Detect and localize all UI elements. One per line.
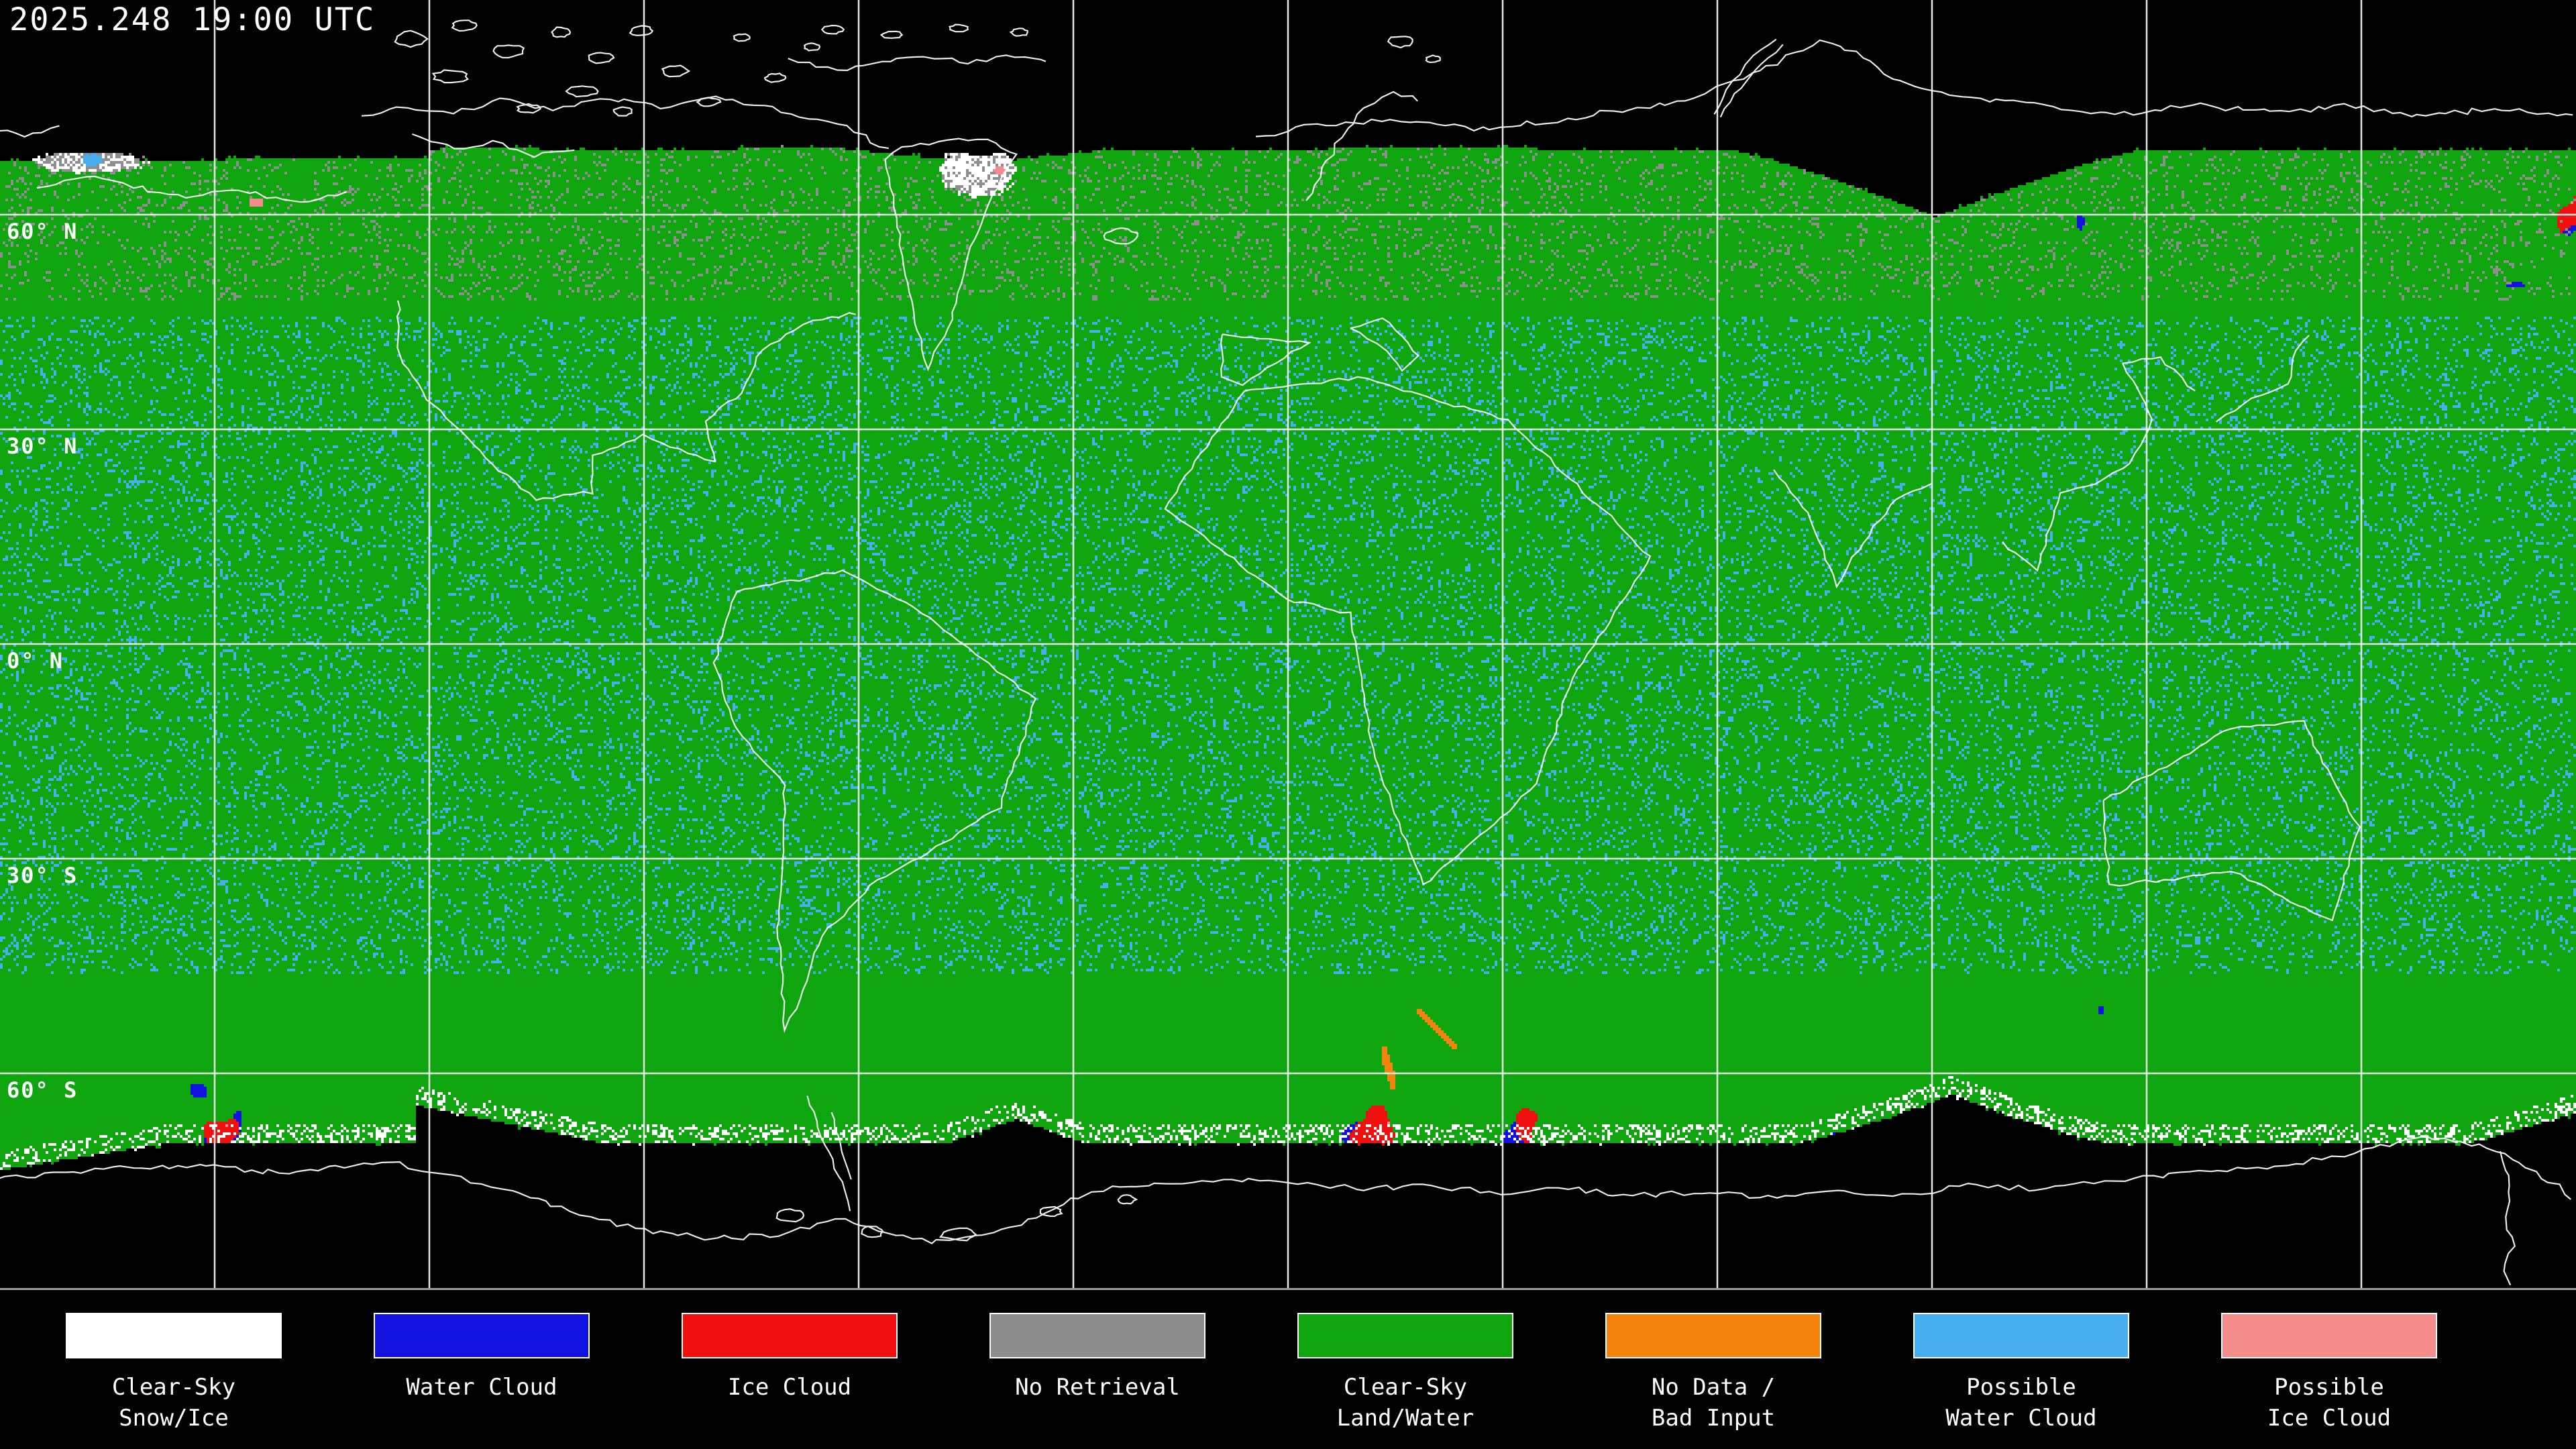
lat-label: 60° S	[7, 1077, 78, 1103]
legend-item-clear-sky-snow-ice: Clear-Sky Snow/Ice	[66, 1313, 282, 1447]
lat-label: 30° N	[7, 433, 78, 459]
coastline-path	[661, 64, 691, 78]
coastline-path	[712, 569, 1037, 1033]
coastline-path	[361, 95, 889, 150]
coastline-path	[1387, 36, 1413, 49]
legend-item-clear-sky-land-water: Clear-Sky Land/Water	[1297, 1313, 1513, 1447]
coastline-path	[788, 54, 1046, 72]
coastline-path	[1350, 317, 1419, 372]
coastline-path	[1773, 469, 1933, 589]
legend-label: No Data / Bad Input	[1651, 1374, 1776, 1432]
coastline-path	[451, 19, 478, 32]
legend-swatch	[989, 1313, 1205, 1358]
lat-label: 0° N	[7, 648, 64, 674]
coastline-path	[492, 44, 525, 59]
legend-item-ice-cloud: Ice Cloud	[682, 1313, 898, 1447]
coastline-path	[2215, 335, 2310, 423]
coastline-path	[861, 1225, 884, 1238]
coastline-path	[763, 72, 787, 83]
coastlines	[0, 19, 2573, 1286]
coastline-path	[2102, 720, 2361, 922]
coastline-path	[1255, 39, 2573, 138]
coastline-path	[0, 125, 60, 138]
coastline-path	[2002, 356, 2196, 572]
coastline-path	[696, 97, 722, 107]
coastline-path	[1220, 333, 1311, 386]
coastline-path	[1425, 54, 1442, 64]
coastline-path	[516, 103, 541, 114]
legend-swatch	[2221, 1313, 2437, 1358]
timestamp: 2025.248 19:00 UTC	[9, 1, 376, 38]
coastline-path	[820, 24, 845, 35]
coastline-path	[612, 106, 633, 117]
coastline-path	[1103, 227, 1138, 245]
coastline-path	[938, 1227, 977, 1242]
legend-label: Water Cloud	[406, 1374, 557, 1401]
coastline-path	[879, 30, 904, 39]
coastline-path	[551, 26, 572, 38]
coastline-path	[565, 85, 599, 98]
coastline-path	[431, 69, 469, 84]
coastline-path	[775, 1208, 805, 1223]
coastline-path	[949, 23, 969, 33]
coastline-path	[1713, 38, 1777, 115]
coastline-path	[806, 1095, 851, 1212]
coastline-path	[1719, 44, 1784, 118]
legend-swatch	[1605, 1313, 1821, 1358]
legend-item-water-cloud: Water Cloud	[374, 1313, 590, 1447]
legend-label: Possible Water Cloud	[1945, 1374, 2097, 1432]
lat-label: 30° S	[7, 863, 78, 888]
legend-label: Clear-Sky Land/Water	[1336, 1374, 1474, 1432]
coastline-path	[733, 33, 751, 42]
legend: Clear-Sky Snow/Ice Water Cloud Ice Cloud No…	[0, 1290, 2576, 1447]
coastline-path	[1117, 1194, 1138, 1205]
legend-label: Ice Cloud	[727, 1374, 852, 1401]
legend-swatch	[1913, 1313, 2129, 1358]
legend-swatch	[682, 1313, 898, 1358]
coastline-path	[588, 52, 615, 64]
legend-label: No Retrieval	[1015, 1374, 1180, 1401]
legend-item-no-retrieval: No Retrieval	[989, 1313, 1205, 1447]
map-overlay	[0, 0, 2576, 1288]
coastline-path	[1164, 376, 1652, 885]
legend-item-possible-water-cloud: Possible Water Cloud	[1913, 1313, 2129, 1447]
coastline-path	[629, 25, 654, 36]
coastline-path	[2500, 1150, 2516, 1286]
lat-label: 60° N	[7, 219, 78, 244]
coastline-path	[1009, 28, 1028, 37]
legend-item-possible-ice-cloud: Possible Ice Cloud	[2221, 1313, 2437, 1447]
coastline-path	[394, 30, 429, 48]
coastline-path	[412, 133, 575, 158]
legend-swatch	[1297, 1313, 1513, 1358]
legend-swatch	[66, 1313, 282, 1358]
map-separator	[0, 1288, 2576, 1290]
legend-label: Possible Ice Cloud	[2267, 1374, 2392, 1432]
coastline-path	[36, 175, 347, 203]
coastline-path	[884, 138, 1018, 372]
coastline-path	[830, 1112, 852, 1180]
coastline-path	[396, 300, 856, 501]
legend-item-no-data-bad-input: No Data / Bad Input	[1605, 1313, 1821, 1447]
world-map: 2025.248 19:00 UTC 60° N 30° N 0° N 30° S 60…	[0, 0, 2576, 1288]
legend-swatch	[374, 1313, 590, 1358]
grid-overlay	[0, 0, 2576, 1288]
coastline-path	[1305, 91, 1418, 201]
legend-label: Clear-Sky Snow/Ice	[111, 1374, 236, 1432]
coastline-path	[803, 42, 821, 52]
coastline-path	[0, 1134, 2571, 1244]
coastline-path	[1039, 1205, 1063, 1218]
